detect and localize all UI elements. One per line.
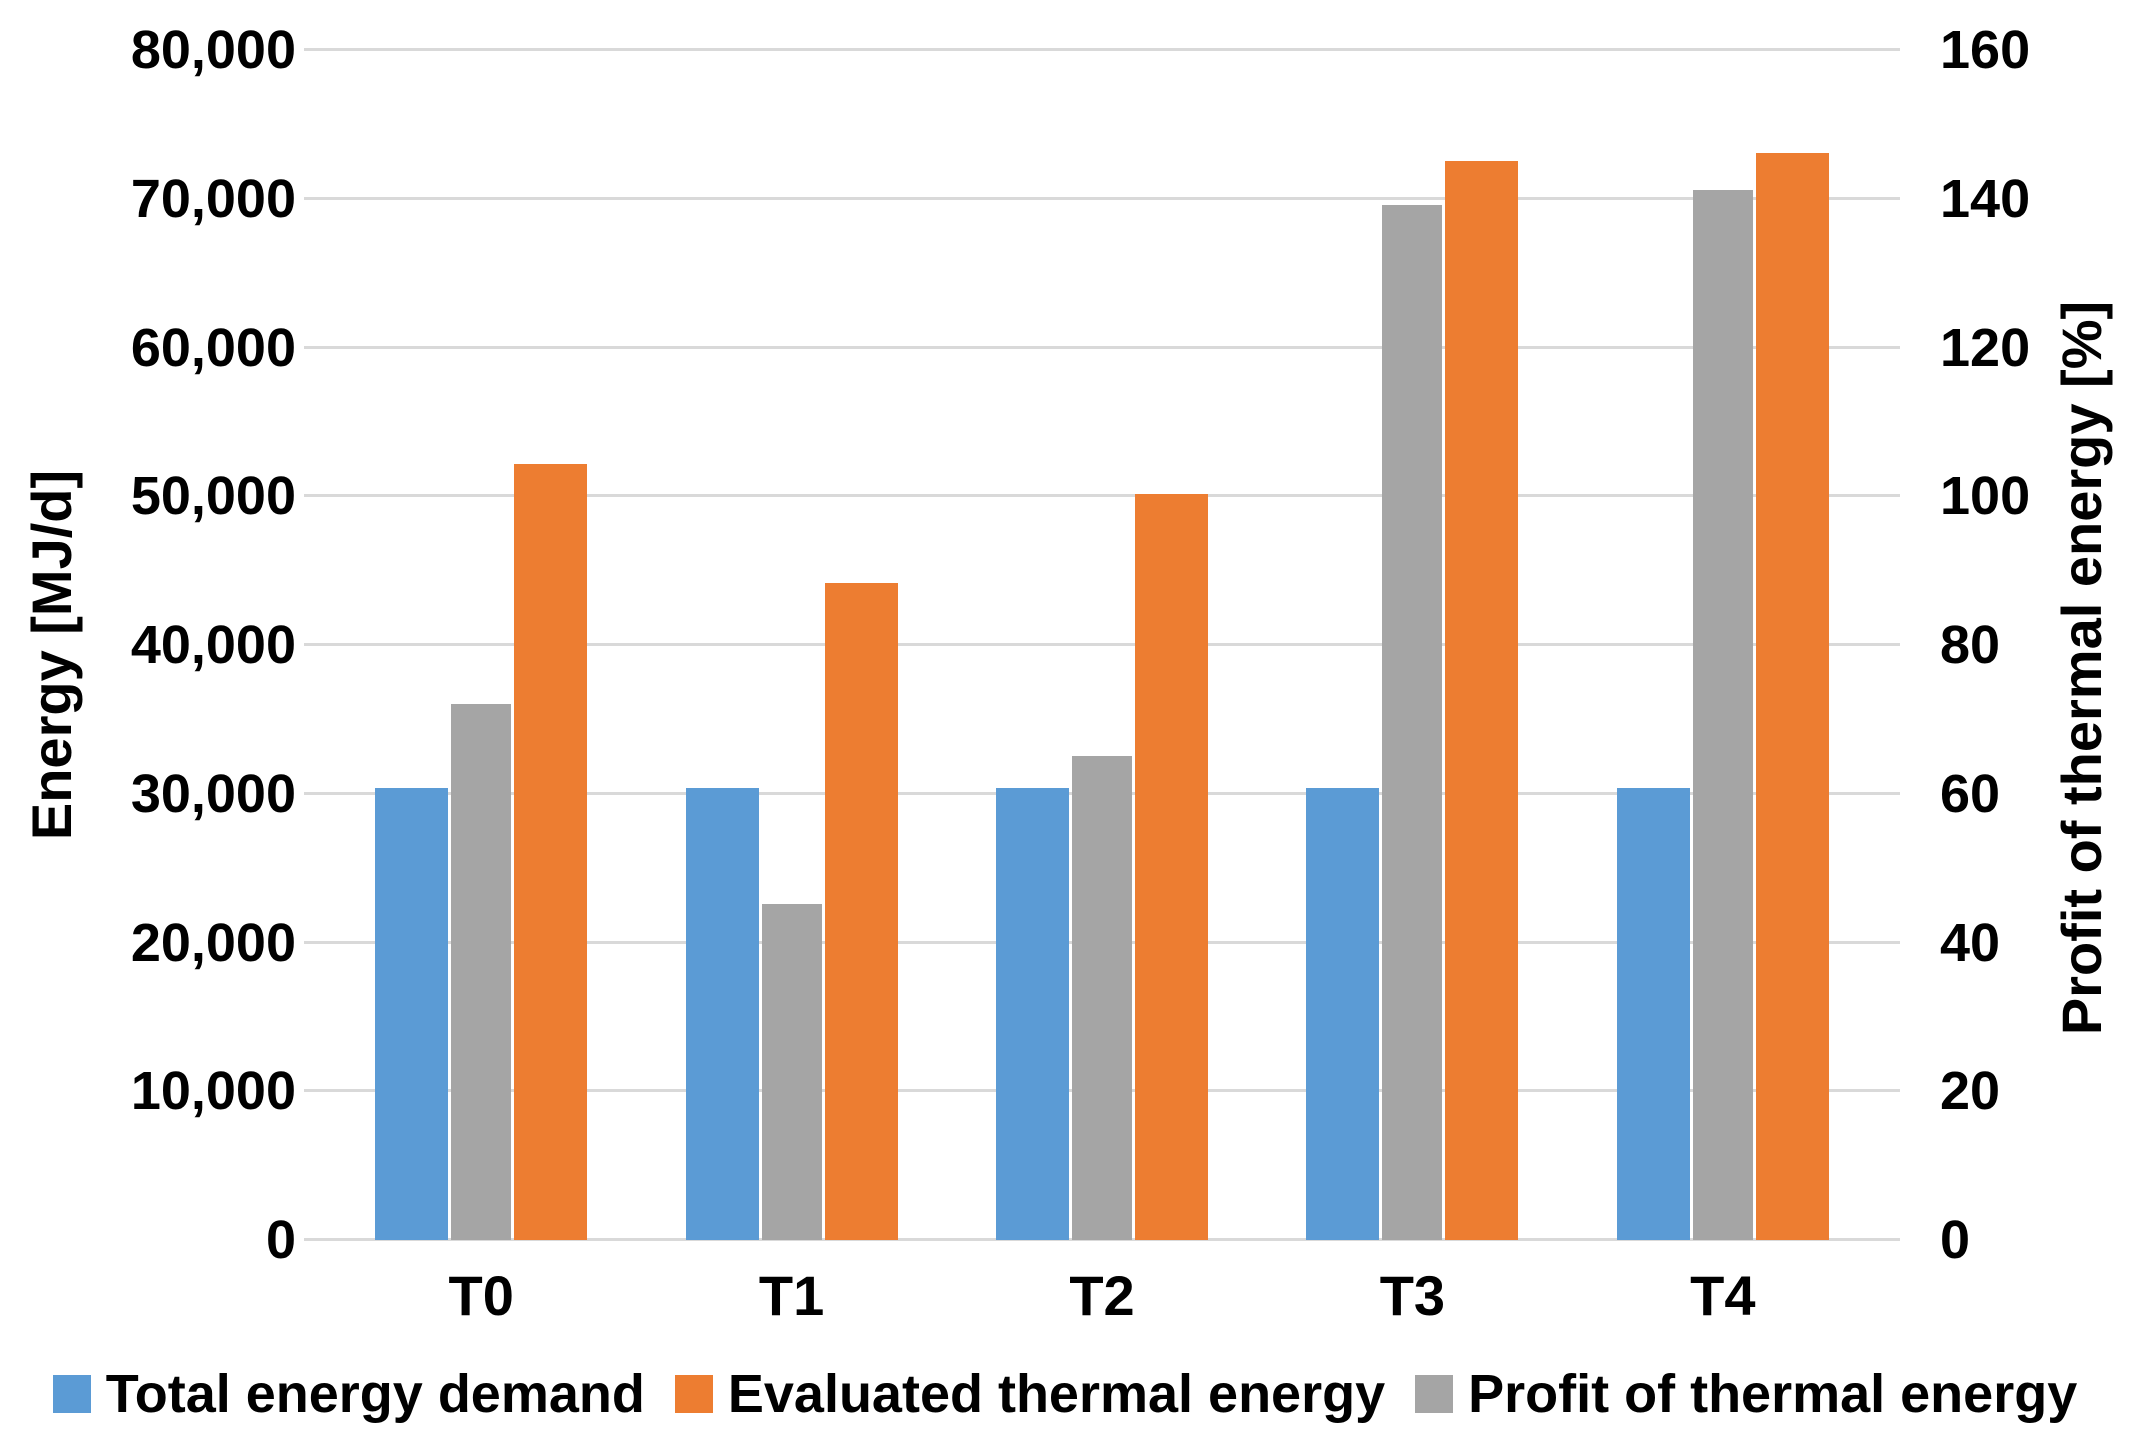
right-axis-tick-label: 80 [1940,615,2001,675]
legend-item-evaluated-thermal-energy: Evaluated thermal energy [674,1364,1386,1424]
right-axis-tick-label: 140 [1940,168,2031,229]
right-axis-title: Profit of thermal energy [%] [2050,300,2113,1036]
bar-total-energy-demand-t2 [996,788,1069,1240]
right-axis-tick-label: 20 [1940,1061,2001,1122]
legend-swatch-icon [674,1375,713,1413]
legend-item-total-energy-demand: Total energy demand [52,1364,645,1424]
left-axis-tick-label: 50,000 [130,466,296,527]
legend: Total energy demand Evaluated thermal ene… [0,1356,2130,1432]
bar-evaluated-thermal-energy-t3 [1445,160,1519,1240]
gridline [304,48,1900,51]
right-axis-tick-label: 60 [1940,763,2001,824]
legend-item-profit-of-thermal-energy: Profit of thermal energy [1415,1367,2077,1421]
right-axis-tick-label: 100 [1940,466,2031,527]
left-axis-tick-label: 60,000 [130,317,296,378]
legend-label: Evaluated thermal energy [727,1364,1386,1424]
bar-total-energy-demand-t4 [1616,788,1690,1240]
bar-profit-of-thermal-energy-t4 [1692,190,1753,1240]
bar-evaluated-thermal-energy-t1 [824,583,898,1240]
gridline [304,345,1900,349]
bar-profit-of-thermal-energy-t3 [1382,205,1443,1240]
left-axis-tick-label: 10,000 [130,1061,296,1122]
left-axis-title: Energy [MJ/d] [20,469,83,841]
left-axis-tick-label: 0 [265,1210,296,1270]
bar-profit-of-thermal-energy-t2 [1072,755,1132,1240]
bar-evaluated-thermal-energy-t0 [514,464,588,1240]
gridline [304,643,1900,646]
category-label-t0: T0 [448,1264,514,1327]
left-axis-tick-label: 20,000 [130,912,296,973]
bar-total-energy-demand-t1 [685,788,759,1240]
category-label-t2: T2 [1069,1264,1135,1327]
left-axis-tick-label: 40,000 [130,615,296,675]
left-axis-tick-label: 30,000 [130,763,296,824]
bar-total-energy-demand-t0 [375,788,449,1240]
category-label-t3: T3 [1379,1264,1446,1327]
gridline [304,494,1900,498]
bar-evaluated-thermal-energy-t2 [1135,493,1208,1240]
legend-label: Profit of thermal energy [1468,1364,2078,1424]
category-label-t1: T1 [758,1264,825,1327]
legend-swatch-icon [1415,1375,1454,1413]
right-axis-tick-label: 40 [1940,912,2001,973]
right-axis-tick-label: 120 [1940,317,2031,378]
left-axis-tick-label: 70,000 [130,168,296,229]
category-label-t4: T4 [1690,1264,1756,1327]
left-axis-tick-label: 80,000 [130,20,296,80]
bar-evaluated-thermal-energy-t4 [1755,153,1829,1240]
right-axis-tick-label: 160 [1940,20,2031,80]
gridline [304,196,1900,200]
legend-label: Total energy demand [105,1364,645,1424]
right-axis-tick-label: 0 [1940,1210,1971,1270]
legend-swatch-icon [52,1375,91,1413]
bar-profit-of-thermal-energy-t0 [451,703,512,1240]
bar-total-energy-demand-t3 [1306,788,1380,1240]
bar-profit-of-thermal-energy-t1 [761,904,822,1240]
